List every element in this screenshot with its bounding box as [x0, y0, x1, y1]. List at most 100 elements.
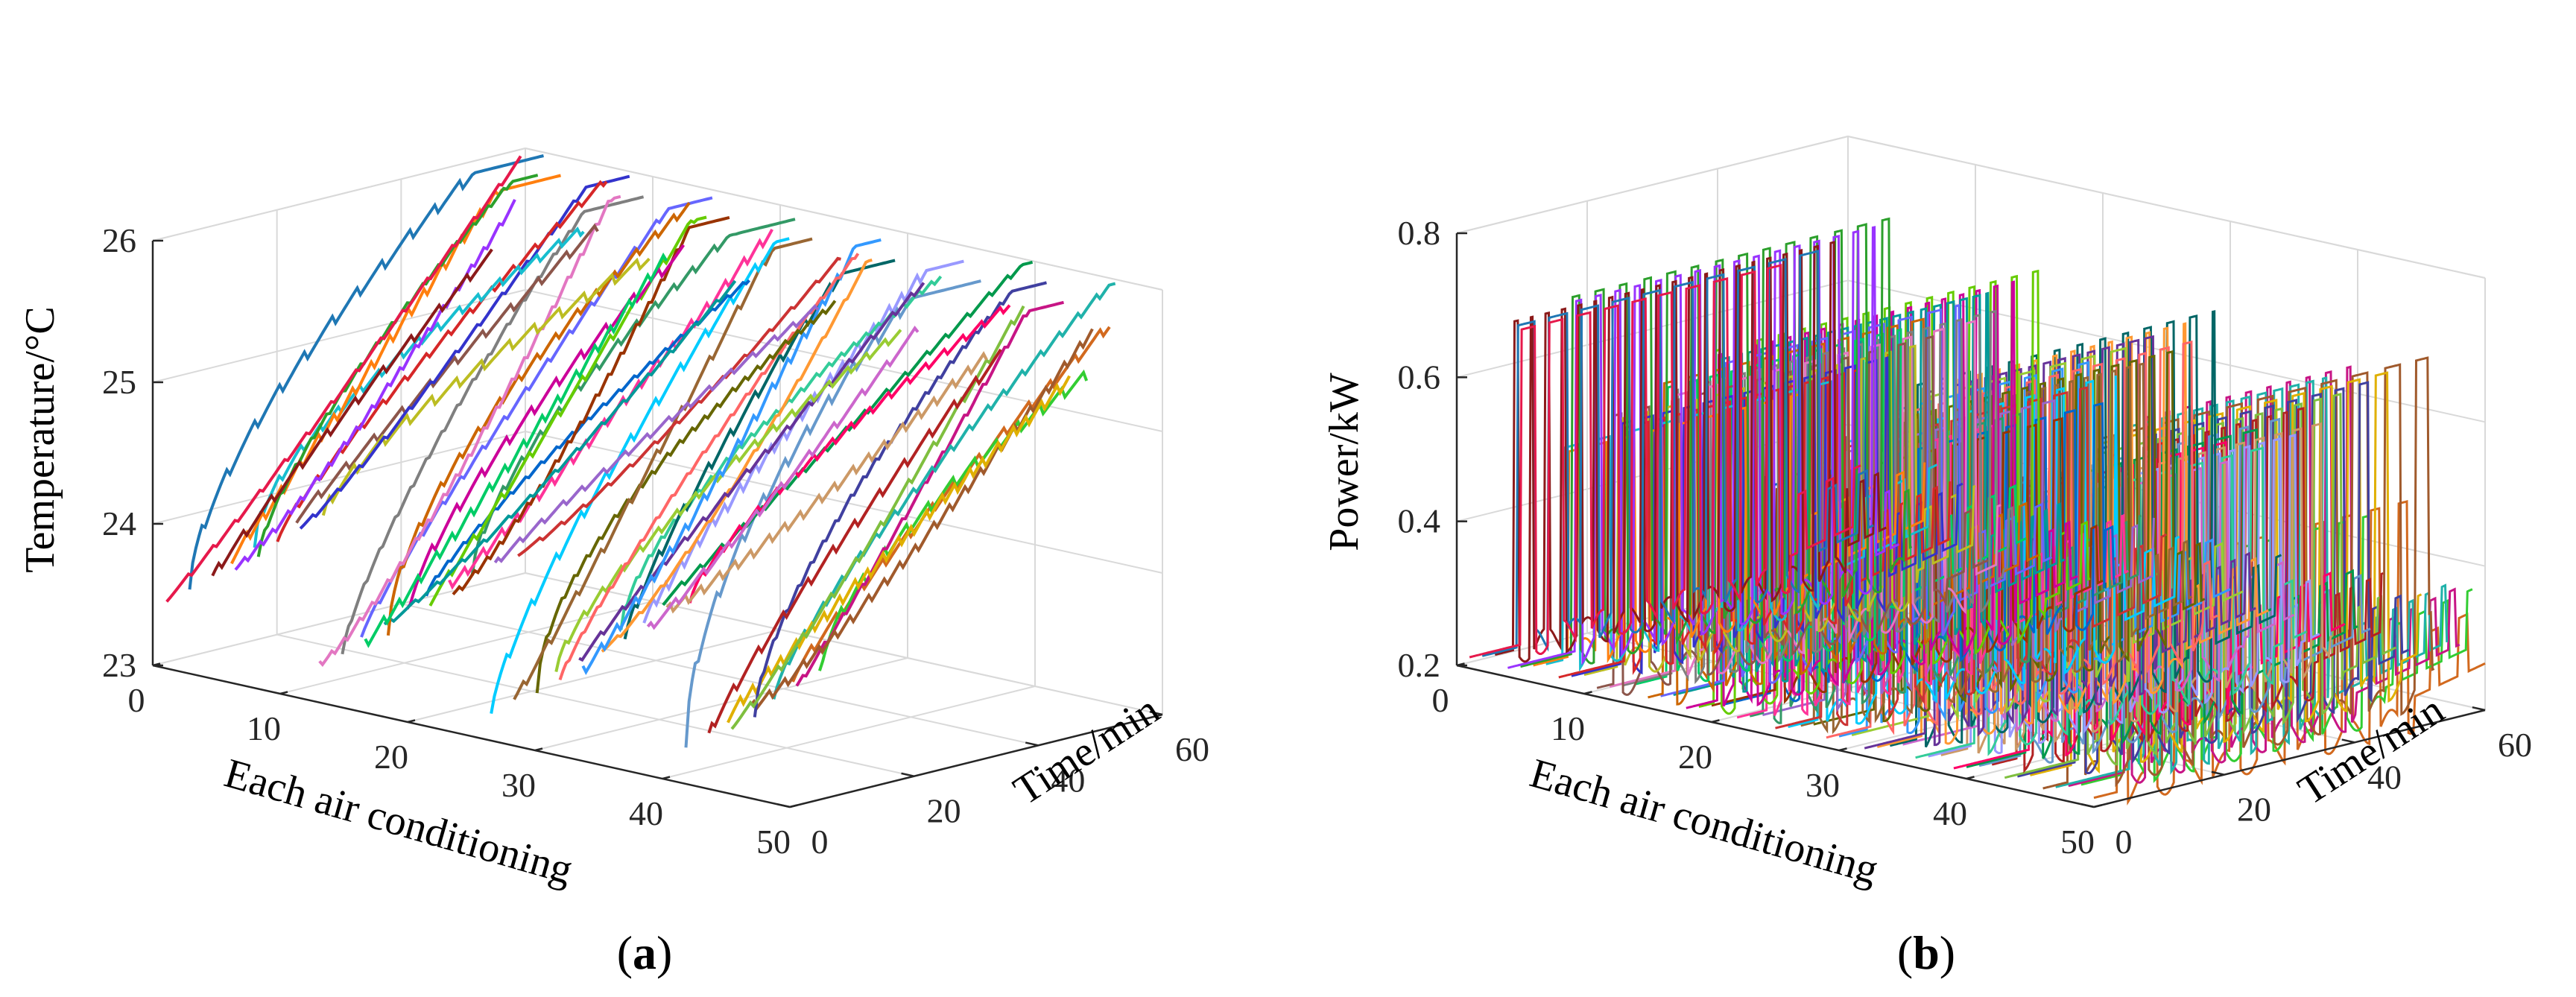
- a-tick-labels: 23 24 25 26 0 10 20 30 40 50 0 20 40 60: [102, 221, 1209, 861]
- y-tick-label: 0: [811, 823, 829, 861]
- series-line: [517, 256, 841, 557]
- series-line: [1583, 344, 1976, 677]
- x-axis: [1456, 664, 2095, 808]
- series-line: [581, 238, 882, 675]
- x-tick-label: 40: [1933, 794, 1967, 832]
- z-tick-label: 0.8: [1398, 214, 1441, 252]
- b-tick-labels: 0.2 0.4 0.6 0.8 0 10 20 30 40 50 0 20 40 60: [1398, 214, 2533, 861]
- series-line: [1775, 386, 2168, 729]
- y-tick: [2080, 803, 2095, 808]
- x-tick: [662, 776, 671, 780]
- series-line: [211, 248, 493, 577]
- x-tick: [1711, 719, 1720, 724]
- series-line: [452, 215, 730, 596]
- grid-line: [1456, 136, 1849, 234]
- grid-line: [279, 601, 654, 694]
- z-tick-label: 24: [102, 504, 136, 542]
- grid-line: [534, 657, 908, 751]
- series-line: [665, 351, 988, 614]
- grid-line: [1847, 136, 2486, 279]
- y-tick-label: 40: [2367, 758, 2402, 796]
- x-tick-label: 20: [374, 738, 408, 776]
- series-line: [1826, 341, 2218, 739]
- b-lines: [1469, 217, 2486, 806]
- series-line: [276, 180, 608, 542]
- z-tick-label: 26: [102, 221, 136, 259]
- series-line: [1621, 309, 2015, 687]
- grid-line: [525, 289, 1163, 432]
- grid-line: [152, 431, 526, 525]
- series-line: [364, 252, 668, 648]
- grid-line: [525, 431, 1163, 574]
- grid-line: [407, 629, 781, 723]
- b-caption: (b): [1897, 926, 1955, 979]
- series-line: [1851, 346, 2244, 736]
- series-line: [1469, 264, 1861, 659]
- y-tick: [2211, 770, 2225, 776]
- x-tick-label: 0: [128, 681, 145, 719]
- grid-line: [401, 603, 1039, 747]
- series-line: [2055, 376, 2449, 788]
- x-tick: [2093, 804, 2102, 808]
- series-line: [554, 329, 902, 673]
- y-tick: [1025, 741, 1039, 747]
- y-tick: [901, 772, 914, 777]
- grid-line: [152, 289, 526, 383]
- x-tick: [1966, 776, 1975, 780]
- series-line: [1902, 460, 2295, 746]
- z-tick-label: 0.6: [1398, 358, 1441, 396]
- z-tick-label: 0.2: [1398, 646, 1441, 684]
- panel-a: 23 24 25 26 0 10 20 30 40 50 0 20 40 60 Temperature/°…: [17, 148, 1209, 979]
- x-tick: [279, 691, 288, 695]
- series-line: [318, 194, 621, 667]
- a-lines: [165, 154, 1116, 748]
- y-tick-label: 60: [2498, 726, 2532, 764]
- series-line: [1494, 241, 1887, 663]
- x-tick-label: 50: [2060, 823, 2095, 861]
- x-tick: [534, 747, 543, 752]
- b-zlabel: Power/kW: [1321, 373, 1367, 551]
- series-line: [750, 328, 1094, 711]
- a-caption: (a): [617, 926, 673, 979]
- series-line: [578, 282, 925, 662]
- z-tick-label: 23: [102, 646, 136, 684]
- grid-line: [662, 686, 1036, 779]
- a-ylabel: Time/min: [1006, 686, 1168, 814]
- y-tick: [1149, 710, 1163, 716]
- series-line: [405, 244, 686, 610]
- x-tick-label: 0: [1432, 681, 1449, 719]
- series-line: [383, 279, 737, 626]
- series-line: [165, 155, 522, 603]
- y-tick: [776, 803, 791, 808]
- series-line: [295, 223, 599, 524]
- y-axis: [789, 713, 1163, 808]
- grid-line: [152, 148, 526, 241]
- a-zlabel: Temperature/°C: [17, 306, 63, 572]
- series-line: [1596, 335, 1989, 696]
- a-grid: [152, 148, 1163, 808]
- series-line: [321, 257, 651, 516]
- series-line: [448, 228, 773, 590]
- x-tick: [789, 804, 798, 808]
- y-axis: [2093, 709, 2486, 808]
- z-tick-label: 0.4: [1398, 502, 1441, 540]
- x-axis: [152, 664, 791, 808]
- x-tick: [152, 662, 161, 667]
- grid-line: [276, 633, 914, 777]
- z-tick-label: 25: [102, 363, 136, 401]
- series-line: [646, 326, 920, 630]
- y-tick-label: 40: [1051, 761, 1085, 799]
- y-tick-label: 20: [2237, 791, 2271, 829]
- series-line: [299, 174, 630, 530]
- series-line: [1660, 303, 2053, 697]
- series-line: [684, 279, 981, 748]
- series-line: [1609, 320, 2001, 689]
- x-tick-label: 30: [1806, 766, 1840, 804]
- series-line: [230, 174, 561, 565]
- x-tick-label: 20: [1678, 738, 1712, 776]
- x-tick: [1838, 747, 1847, 752]
- series-line: [2004, 393, 2396, 779]
- series-line: [623, 259, 896, 640]
